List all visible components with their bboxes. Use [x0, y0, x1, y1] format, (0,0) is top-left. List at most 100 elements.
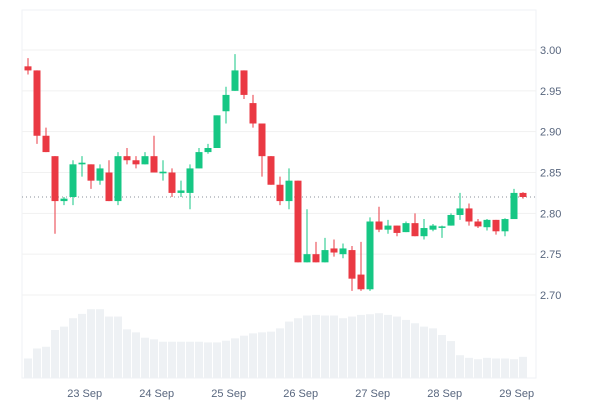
volume-bar — [267, 331, 275, 378]
candle — [456, 192, 464, 220]
candle — [42, 127, 50, 153]
candle-body — [348, 250, 356, 279]
candle — [303, 209, 311, 263]
x-tick-label: 26 Sep — [283, 388, 318, 400]
candle — [492, 219, 500, 235]
candle-body — [366, 221, 374, 290]
volume-bar — [321, 315, 329, 378]
candle-body — [429, 225, 437, 230]
candle — [168, 168, 176, 197]
volume-bar — [429, 328, 437, 378]
volume-bar — [474, 359, 482, 378]
candle-body — [393, 225, 401, 233]
volume-bar — [96, 309, 104, 378]
volume-bar — [60, 326, 68, 378]
volume-bar — [393, 316, 401, 378]
candle — [240, 70, 248, 99]
candle — [366, 217, 374, 291]
candle — [267, 156, 275, 185]
volume-bar — [357, 314, 365, 378]
volume-bar — [222, 340, 230, 378]
candle-body — [510, 192, 518, 220]
candle-body — [168, 172, 176, 193]
candle — [438, 225, 446, 238]
candle-body — [177, 190, 185, 193]
volume-bar — [123, 329, 131, 378]
candle-body — [195, 152, 203, 169]
candle — [258, 123, 266, 177]
volume-bar — [384, 314, 392, 378]
candle-body — [447, 214, 455, 226]
volume-bar — [276, 328, 284, 378]
candle-body — [258, 123, 266, 157]
volume-bar — [402, 319, 410, 378]
volume-bar — [105, 316, 113, 378]
candle — [222, 86, 230, 124]
candle — [357, 241, 365, 291]
candle-body — [321, 250, 329, 263]
volume-bar — [285, 321, 293, 378]
candle-body — [231, 70, 239, 91]
volume-bar — [519, 356, 527, 378]
y-tick-label: 3.00 — [540, 45, 561, 57]
candle — [294, 180, 302, 263]
candle-body — [96, 168, 104, 181]
candle — [420, 219, 428, 240]
volume-bar — [141, 337, 149, 378]
candle-body — [402, 223, 410, 233]
y-tick-label: 2.70 — [540, 290, 561, 302]
volume-bar — [483, 357, 491, 378]
candle-body — [186, 168, 194, 193]
candle — [123, 148, 131, 165]
x-tick-label: 29 Sep — [499, 388, 534, 400]
candle — [195, 148, 203, 169]
y-tick-label: 2.90 — [540, 127, 561, 139]
volume-bars — [24, 309, 527, 378]
x-tick-label: 23 Sep — [67, 388, 102, 400]
candle — [483, 219, 491, 231]
candle — [429, 223, 437, 232]
candle — [105, 160, 113, 202]
volume-bar — [114, 316, 122, 378]
candle — [78, 156, 86, 177]
candle — [150, 135, 158, 173]
candle — [312, 241, 320, 263]
candle — [51, 156, 59, 234]
candle-body — [474, 221, 482, 227]
candle-body — [267, 156, 275, 185]
candle — [159, 160, 167, 181]
candle-body — [150, 156, 158, 173]
volume-bar — [150, 339, 158, 378]
candle-body — [123, 156, 131, 161]
candle — [339, 243, 347, 259]
candle — [33, 70, 41, 144]
candle — [249, 94, 257, 128]
candle-body — [285, 180, 293, 202]
candle-body — [240, 70, 248, 95]
candle-body — [132, 160, 140, 165]
volume-bar — [366, 314, 374, 378]
candle — [384, 219, 392, 234]
candle — [510, 188, 518, 220]
candle — [375, 206, 383, 233]
candle-body — [24, 66, 32, 71]
volume-bar — [204, 342, 212, 378]
volume-bar — [33, 348, 41, 378]
candle-body — [420, 228, 428, 237]
volume-bar — [411, 323, 419, 378]
candle — [501, 218, 509, 237]
candle-body — [501, 219, 509, 232]
candle — [186, 164, 194, 210]
candle-body — [249, 103, 257, 124]
candle — [132, 156, 140, 169]
volume-bar — [78, 313, 86, 378]
volume-bar — [240, 335, 248, 378]
candle-body — [33, 70, 41, 136]
candle — [114, 152, 122, 206]
candle — [330, 239, 338, 257]
x-tick-label: 25 Sep — [211, 388, 246, 400]
candle-body — [105, 172, 113, 202]
candle-body — [492, 219, 500, 232]
volume-bar — [24, 358, 32, 378]
